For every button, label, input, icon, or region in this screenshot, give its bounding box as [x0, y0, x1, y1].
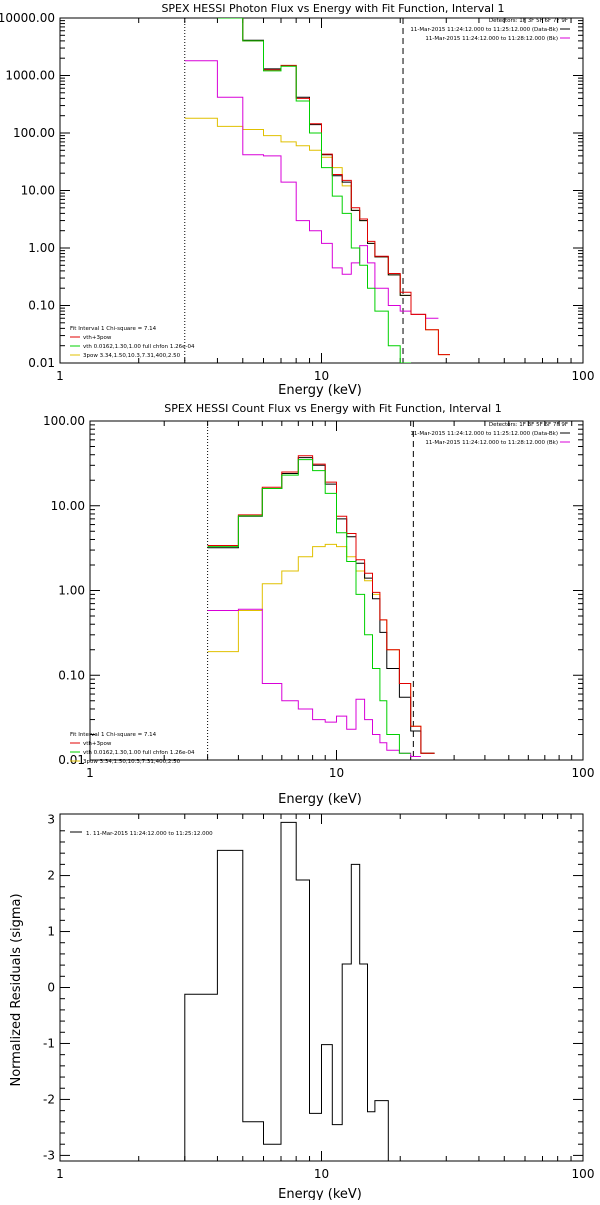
- legend-fit-interval: Fit Interval 1 Chi-square = 7.14: [70, 326, 157, 332]
- plot-frame: [89, 420, 584, 761]
- series-bk-line: [184, 60, 439, 319]
- legend-data-bk: 11-Mar-2015 11:24:12.000 to 11:25:12.000…: [410, 27, 558, 33]
- plot-area: [184, 821, 389, 1161]
- x-tick-label: 100: [572, 1167, 595, 1181]
- residuals-line: [184, 821, 389, 1161]
- y-tick-label: 0.10: [28, 299, 55, 313]
- y-axis-label: Normalized Residuals (sigma): [9, 893, 24, 1086]
- y-tick-label: 1000.00: [5, 69, 55, 83]
- series-bk-line: [207, 608, 421, 757]
- x-tick-label: 1: [56, 1167, 64, 1181]
- plot-area: [207, 421, 435, 760]
- legend-vth-3pow: vth+3pow: [83, 335, 112, 341]
- y-tick-label: -3: [43, 1148, 55, 1162]
- x-axis-label: Energy (keV): [278, 1187, 362, 1200]
- legend-3pow: 3pow 3.34,1.50,10.3,7.31,400,2.50: [83, 759, 181, 765]
- legend-3pow: 3pow 3.34,1.50,10.3,7.31,400,2.50: [83, 353, 181, 359]
- y-tick-label: 3: [47, 813, 55, 827]
- y-tick-label: -1: [43, 1036, 55, 1050]
- y-tick-label: 0.01: [58, 753, 85, 767]
- x-tick-label: 1: [56, 369, 64, 383]
- plot-frame: [59, 17, 584, 364]
- series-pow-line: [184, 117, 450, 356]
- series-data-line: [207, 457, 435, 754]
- y-tick-label: 1.00: [28, 241, 55, 255]
- series-total-line: [217, 18, 450, 356]
- x-tick-label: 10: [314, 369, 329, 383]
- x-tick-label: 10: [314, 1167, 329, 1181]
- y-tick-label: 2: [47, 869, 55, 883]
- y-tick-label: 0.10: [58, 668, 85, 682]
- chart-title: SPEX HESSI Photon Flux vs Energy with Fi…: [161, 2, 504, 15]
- y-tick-label: 0: [47, 981, 55, 995]
- y-tick-label: -2: [43, 1092, 55, 1106]
- y-tick-label: 100.00: [43, 414, 85, 428]
- legend-detectors: Detectors: 1F 3F 5F 6F 7F 9F: [489, 18, 568, 24]
- y-tick-label: 1.00: [58, 584, 85, 598]
- count-flux-panel: SPEX HESSI Count Flux vs Energy with Fit…: [43, 402, 594, 807]
- series-vth-line: [217, 18, 411, 363]
- y-tick-label: 0.01: [28, 356, 55, 370]
- series-data-line: [217, 18, 411, 296]
- legend-vth: vth 0.0162,1.30,1.00 full chfon 1.26e-04: [83, 344, 195, 350]
- plot-area: [184, 18, 450, 363]
- legend-bk: 11-Mar-2015 11:24:12.000 to 11:28:12.000…: [425, 440, 558, 446]
- x-axis-label: Energy (keV): [278, 383, 362, 398]
- series-pow-line: [207, 543, 435, 754]
- y-tick-label: 10.00: [21, 184, 55, 198]
- photon-flux-panel: SPEX HESSI Photon Flux vs Energy with Fi…: [0, 2, 594, 398]
- x-axis-label: Energy (keV): [278, 792, 362, 807]
- x-tick-label: 100: [572, 766, 595, 780]
- legend-data-bk: 11-Mar-2015 11:24:12.000 to 11:25:12.000…: [410, 431, 558, 437]
- legend-bk: 11-Mar-2015 11:24:12.000 to 11:28:12.000…: [425, 36, 558, 42]
- y-tick-label: 10.00: [51, 499, 85, 513]
- y-tick-label: 10000.00: [0, 11, 55, 25]
- legend-fit-interval: Fit Interval 1 Chi-square = 7.14: [70, 732, 157, 738]
- x-tick-label: 10: [329, 766, 344, 780]
- x-tick-label: 1: [86, 766, 94, 780]
- legend-vth-3pow: vth+3pow: [83, 741, 112, 747]
- series-vth-line: [207, 459, 411, 754]
- legend-interval: 1. 11-Mar-2015 11:24:12.000 to 11:25:12.…: [86, 831, 213, 837]
- residuals-panel: Energy (keV) Normalized Residuals (sigma…: [9, 813, 595, 1202]
- legend-vth: vth 0.0162,1.30,1.00 full chfon 1.26e-04: [83, 750, 195, 756]
- x-tick-label: 100: [572, 369, 595, 383]
- chart-title: SPEX HESSI Count Flux vs Energy with Fit…: [164, 402, 501, 415]
- y-tick-label: 100.00: [13, 126, 55, 140]
- series-total-line: [207, 455, 435, 754]
- y-tick-label: 1: [47, 925, 55, 939]
